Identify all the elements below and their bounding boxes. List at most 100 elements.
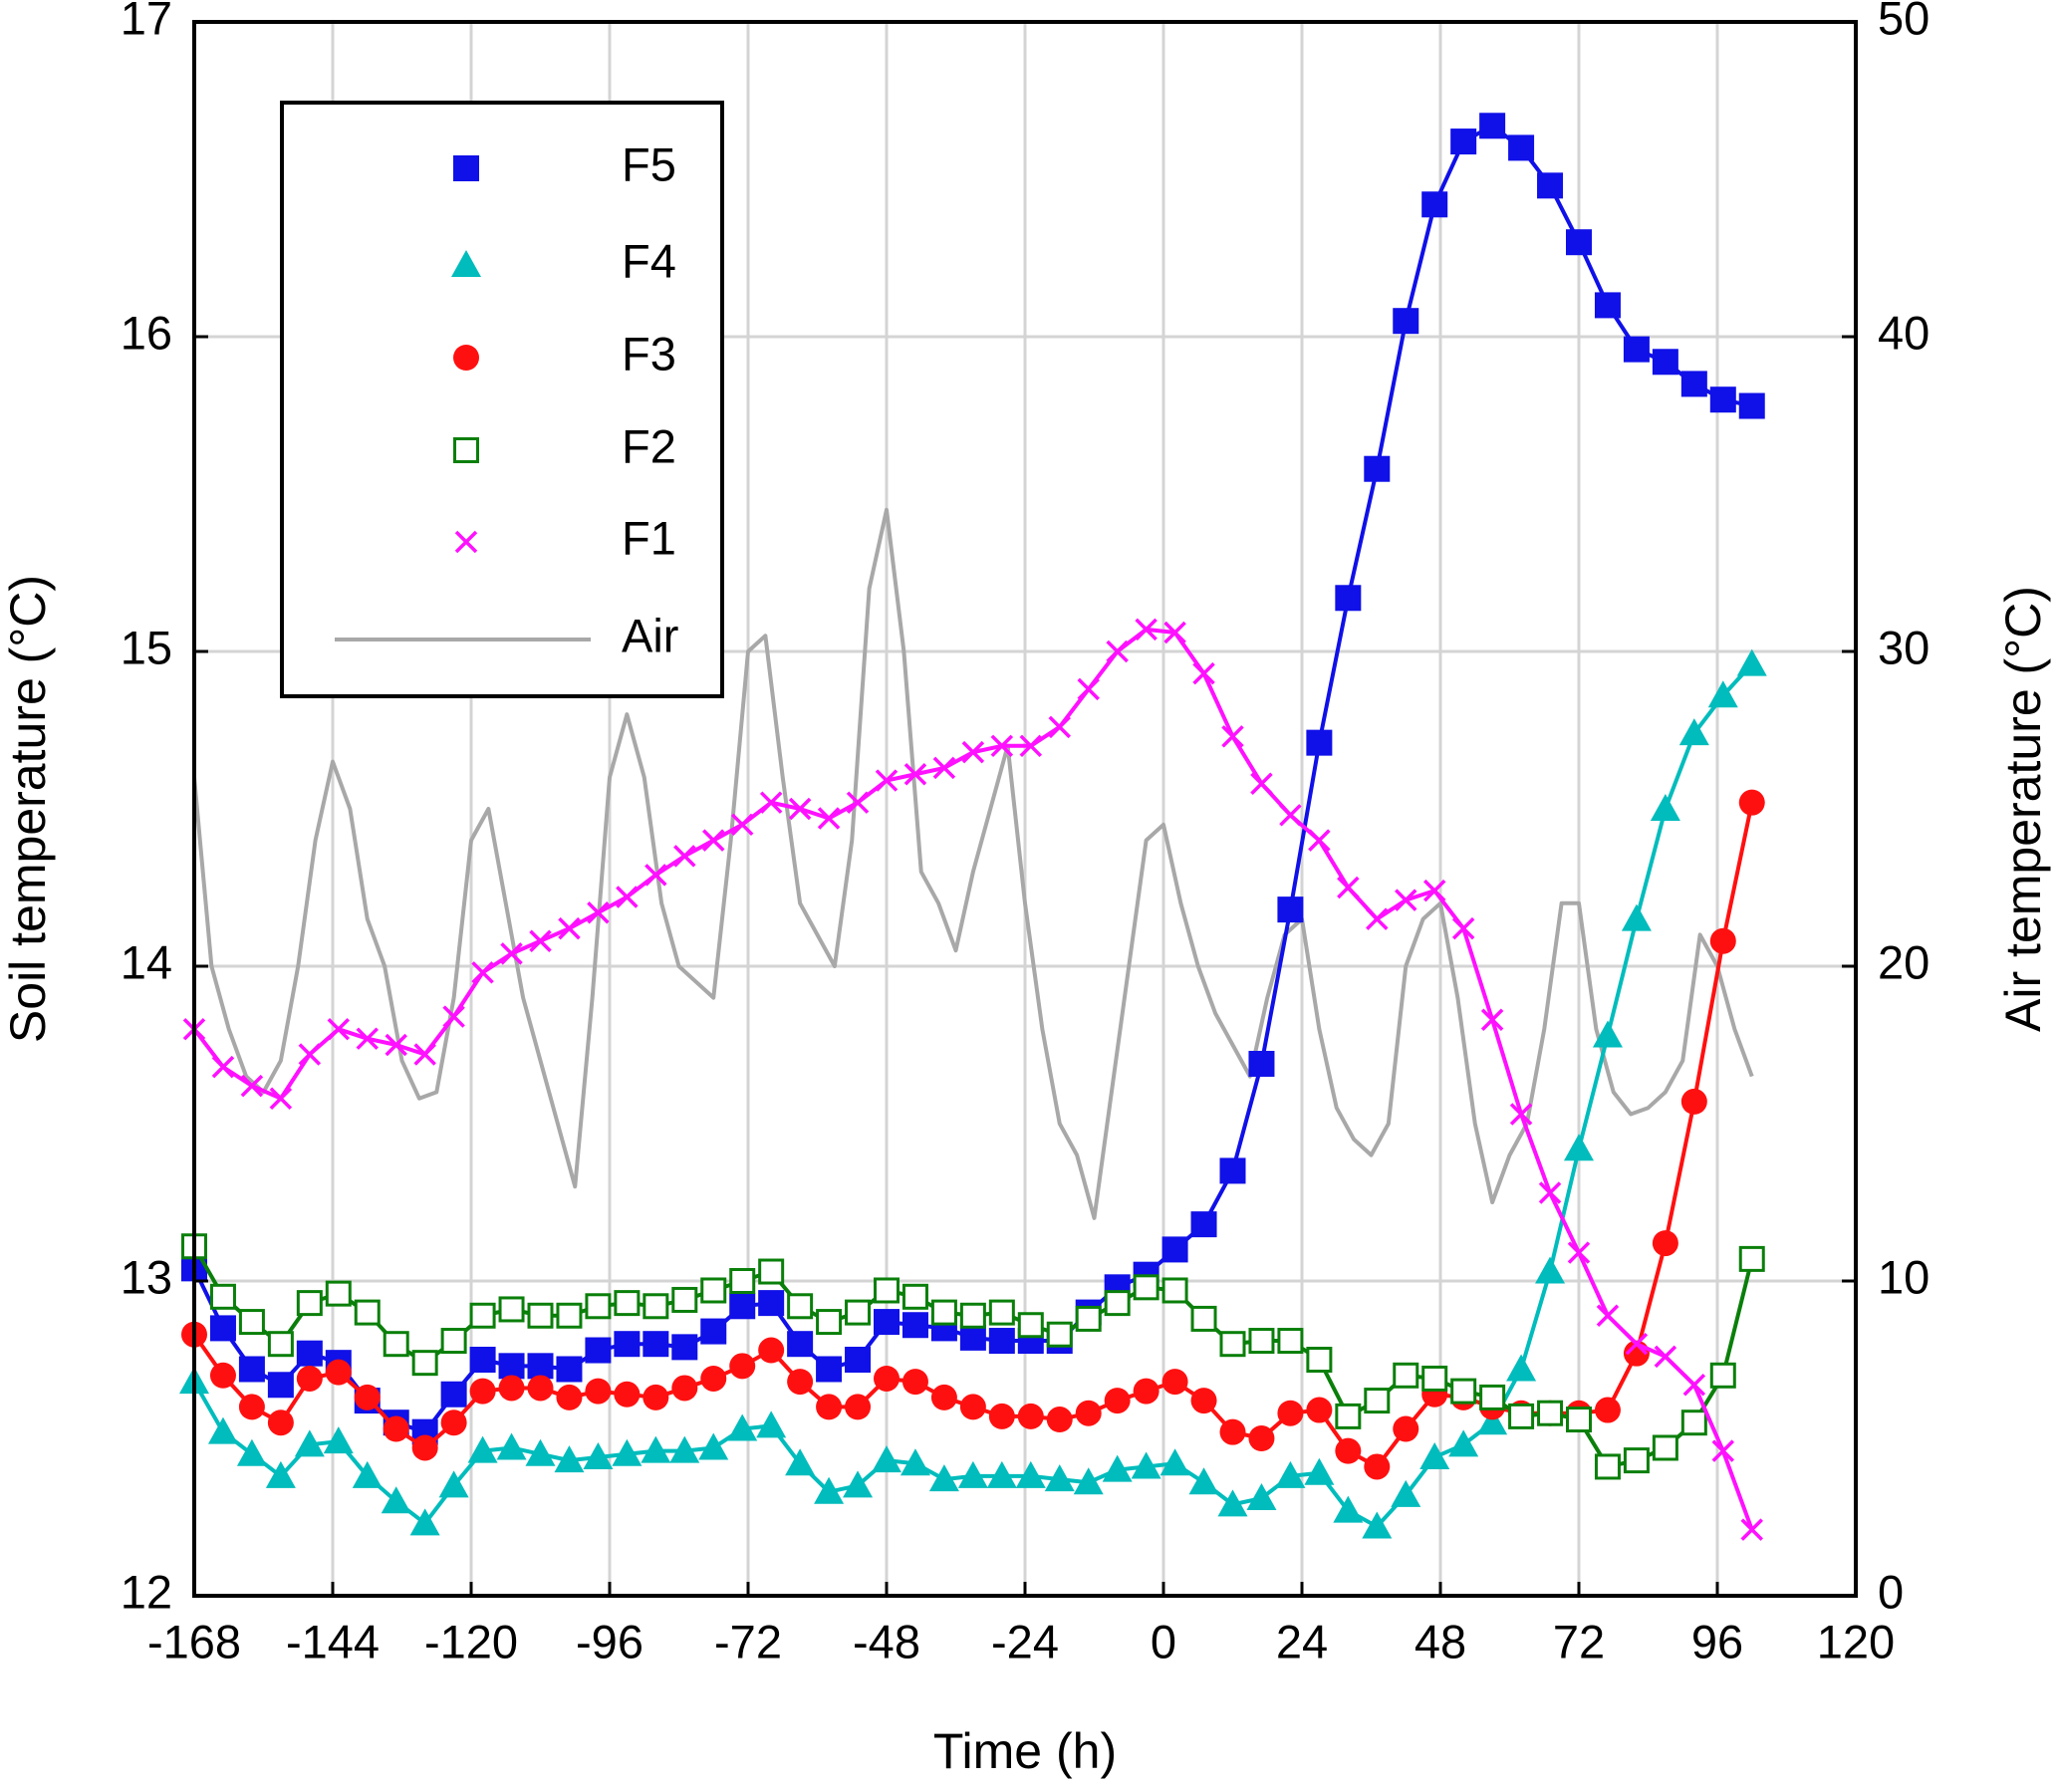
marker: [1652, 349, 1678, 376]
marker: [1046, 1321, 1073, 1348]
marker: [727, 1413, 758, 1441]
marker: [1623, 336, 1650, 363]
marker: [874, 1365, 900, 1392]
tick-labels: -168 -144 -120 -96 -72 -48 -24 0 24 48 72 96 120 12 13…: [121, 0, 1930, 1667]
marker: [1650, 794, 1680, 821]
marker: [1161, 1369, 1188, 1396]
marker: [267, 1331, 294, 1358]
marker: [496, 1432, 527, 1460]
marker: [1308, 829, 1331, 852]
marker: [585, 1378, 612, 1405]
marker: [1537, 1400, 1564, 1426]
marker: [409, 1508, 440, 1536]
marker: [1250, 772, 1273, 795]
marker: [1192, 661, 1215, 685]
marker: [673, 845, 696, 868]
marker: [901, 1369, 928, 1396]
marker: [1594, 1453, 1621, 1480]
marker: [325, 1359, 352, 1386]
marker: [1248, 1328, 1275, 1355]
marker: [700, 1365, 727, 1392]
legend: F5 F4 F3 F2 F1 Air: [280, 101, 724, 698]
marker: [1161, 1277, 1188, 1304]
marker: [294, 1429, 325, 1457]
marker: [236, 1438, 267, 1466]
marker: [527, 1353, 554, 1380]
marker: [959, 1324, 986, 1351]
marker: [296, 1340, 323, 1367]
series-line: [192, 507, 1754, 1220]
marker: [209, 1362, 236, 1389]
marker: [585, 1293, 612, 1320]
marker: [1133, 1378, 1159, 1405]
marker: [1364, 1388, 1391, 1414]
marker: [454, 530, 478, 554]
marker: [1509, 1103, 1533, 1126]
marker: [1046, 1407, 1073, 1433]
y-tick-label: 16: [121, 306, 172, 359]
marker: [1625, 1332, 1649, 1356]
marker: [1535, 1256, 1566, 1284]
x-tick-label: 120: [1817, 1615, 1895, 1667]
marker: [1594, 292, 1621, 319]
marker: [1190, 1305, 1217, 1332]
marker: [614, 1331, 641, 1358]
marker: [1450, 1378, 1477, 1405]
y-tick-label: 13: [121, 1250, 172, 1303]
marker: [1738, 392, 1765, 419]
x-tick-label: -144: [286, 1615, 380, 1667]
x-tick-label: -120: [424, 1615, 518, 1667]
marker: [267, 1372, 294, 1399]
marker: [1680, 1409, 1707, 1436]
marker: [901, 1312, 928, 1339]
marker: [616, 886, 639, 908]
marker: [1219, 1331, 1246, 1358]
marker: [756, 1410, 787, 1438]
marker: [411, 1350, 438, 1377]
marker: [643, 1384, 669, 1410]
marker: [1188, 1467, 1219, 1495]
marker: [1479, 113, 1506, 139]
marker: [556, 1302, 583, 1329]
marker: [1277, 896, 1304, 923]
marker: [556, 1356, 583, 1383]
marker: [238, 1309, 265, 1336]
marker: [1077, 677, 1100, 701]
y2-tick-label: 40: [1878, 306, 1930, 359]
marker: [669, 1435, 700, 1463]
marker: [875, 769, 899, 792]
y-tick-label: 17: [121, 0, 172, 44]
marker: [759, 791, 783, 814]
marker: [959, 1302, 986, 1329]
marker: [901, 1283, 928, 1310]
marker: [1393, 308, 1419, 335]
marker: [240, 1074, 264, 1098]
marker: [385, 1033, 407, 1057]
marker: [1393, 1415, 1419, 1442]
marker: [238, 1394, 265, 1420]
marker: [1419, 1441, 1450, 1469]
marker: [467, 1435, 498, 1463]
marker: [323, 1426, 354, 1454]
marker: [1395, 889, 1417, 911]
marker: [471, 961, 494, 984]
marker: [845, 1299, 872, 1326]
legend-label: F2: [622, 419, 676, 472]
marker: [265, 1460, 296, 1488]
x-tick-label: -72: [714, 1615, 782, 1667]
marker: [643, 1293, 669, 1320]
marker: [1075, 1400, 1102, 1426]
marker: [1393, 1362, 1419, 1389]
marker: [814, 1476, 845, 1504]
marker: [352, 1460, 383, 1488]
x-tick-label: 48: [1415, 1615, 1466, 1667]
marker: [845, 1347, 872, 1373]
marker: [1073, 1467, 1104, 1495]
marker: [211, 1055, 235, 1079]
marker: [354, 1299, 381, 1326]
marker: [451, 250, 481, 277]
marker: [1567, 1241, 1591, 1264]
marker: [874, 1309, 900, 1336]
marker: [930, 1384, 957, 1410]
marker: [500, 942, 523, 965]
